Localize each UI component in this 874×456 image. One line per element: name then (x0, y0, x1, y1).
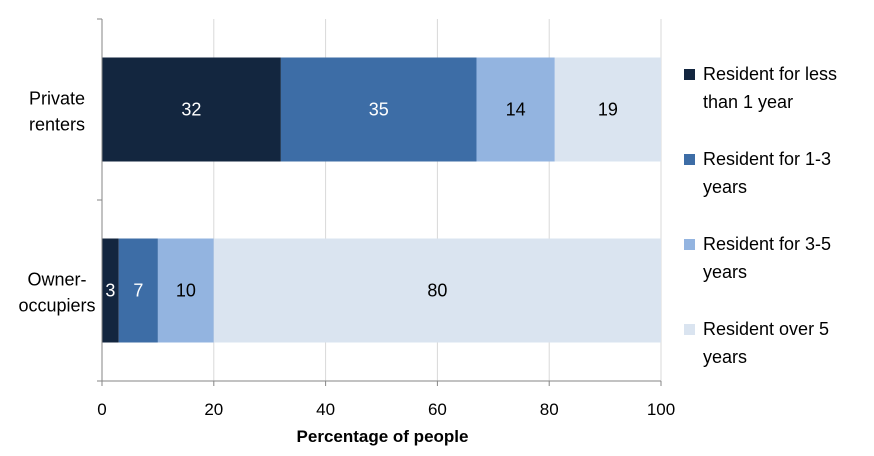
legend-entry: Resident for 3-5 years (703, 234, 831, 282)
bar-segment (476, 57, 555, 162)
axes (97, 18, 662, 386)
data-label: 80 (427, 281, 447, 301)
category-label: Private renters (29, 89, 85, 135)
legend-entry: Resident for less than 1 year (703, 64, 837, 112)
bar-segment (554, 57, 661, 162)
bar-segment (157, 238, 214, 343)
legend-swatch (684, 324, 695, 335)
bar-segment (102, 238, 119, 343)
data-label: 14 (506, 100, 526, 120)
x-tick-label: 20 (204, 400, 223, 419)
category-labels: Private renters Owner-occupiers (18, 89, 95, 316)
data-label: 3 (105, 281, 115, 301)
legend-swatch (684, 239, 695, 250)
legend-entry-line: Resident for less (703, 64, 837, 84)
bars (102, 57, 662, 343)
category-label-line: renters (29, 115, 85, 135)
category-label-line: occupiers (18, 296, 95, 316)
category-label-line: Owner- (27, 270, 86, 290)
bar-segment (213, 238, 662, 343)
x-axis-title: Percentage of people (297, 427, 469, 446)
legend-entry-line: years (703, 262, 747, 282)
category-label-line: Private (29, 89, 85, 109)
data-labels: 32 35 14 19 3 7 10 80 (105, 100, 618, 301)
legend-swatch (684, 69, 695, 80)
bar-segment (280, 57, 477, 162)
legend-entry: Resident over 5 years (703, 319, 829, 367)
legend-swatch (684, 154, 695, 165)
legend-entry-line: years (703, 347, 747, 367)
legend-entry-line: Resident for 1-3 (703, 149, 831, 169)
x-tick-label: 40 (316, 400, 335, 419)
bar-segment (102, 57, 281, 162)
legend-entry-line: Resident for 3-5 (703, 234, 831, 254)
legend-entry-line: Resident over 5 (703, 319, 829, 339)
category-label: Owner-occupiers (18, 270, 95, 316)
x-tick-label: 100 (647, 400, 675, 419)
x-tick-label: 80 (540, 400, 559, 419)
x-tick-label: 0 (97, 400, 106, 419)
legend-entry: Resident for 1-3 years (703, 149, 831, 197)
data-label: 32 (181, 100, 201, 120)
data-label: 19 (598, 100, 618, 120)
legend-entry-line: than 1 year (703, 92, 793, 112)
x-tick-labels: 0 20 40 60 80 100 (97, 400, 675, 419)
data-label: 7 (133, 281, 143, 301)
data-label: 10 (176, 281, 196, 301)
bar-segment (118, 238, 158, 343)
x-tick-label: 60 (428, 400, 447, 419)
data-label: 35 (369, 100, 389, 120)
legend-entry-line: years (703, 177, 747, 197)
